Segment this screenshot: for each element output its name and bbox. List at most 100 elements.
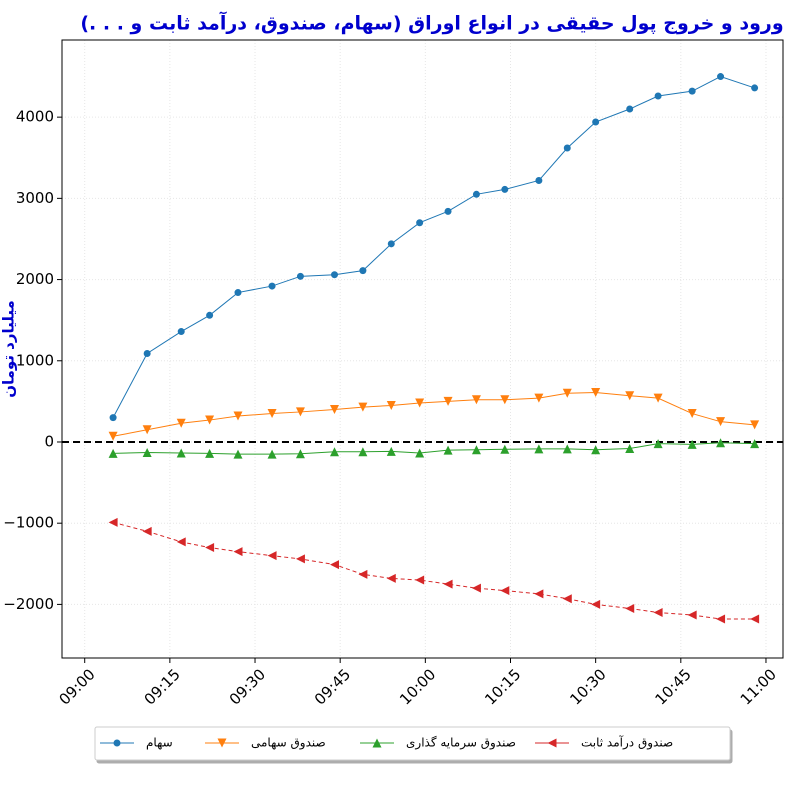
data-point	[142, 448, 152, 458]
data-point	[591, 599, 601, 609]
data-point	[534, 393, 544, 403]
data-point	[205, 543, 215, 553]
data-point	[295, 449, 305, 459]
data-point	[359, 267, 367, 275]
data-point	[415, 398, 425, 408]
data-point	[750, 420, 760, 430]
x-tick-label: 10:00	[396, 665, 439, 708]
data-point	[501, 185, 509, 193]
data-point	[500, 586, 510, 596]
data-point	[331, 271, 339, 279]
data-point	[386, 400, 396, 410]
data-point	[295, 407, 305, 417]
data-point	[358, 402, 368, 412]
data-point	[562, 388, 572, 398]
x-tick-label: 09:15	[141, 665, 184, 708]
data-point	[751, 84, 759, 92]
plot-frame	[61, 39, 784, 659]
data-point	[500, 444, 510, 454]
legend-label: صندوق سرمایه گذاری	[406, 736, 516, 751]
x-tick-label: 09:45	[311, 665, 354, 708]
series-line	[113, 391, 755, 437]
data-point	[444, 207, 452, 215]
data-point	[267, 449, 277, 459]
data-point	[472, 190, 480, 198]
data-point	[687, 439, 697, 449]
x-tick-label: 11:00	[737, 665, 780, 708]
data-point	[653, 608, 663, 618]
data-point	[535, 176, 543, 184]
data-point	[176, 418, 186, 428]
data-point	[109, 414, 117, 422]
data-point	[177, 328, 185, 336]
y-tick-label: 0	[44, 432, 54, 450]
data-point	[562, 444, 572, 454]
y-tick-label: 4000	[16, 108, 54, 126]
data-point	[234, 289, 242, 297]
data-point	[267, 551, 277, 561]
y-tick-label: −2000	[3, 595, 54, 613]
data-point	[233, 547, 243, 557]
data-point	[471, 395, 481, 405]
data-point	[653, 439, 663, 449]
data-point	[687, 610, 697, 620]
data-point	[142, 526, 152, 536]
y-tick-label: 3000	[16, 189, 54, 207]
series-line	[112, 521, 755, 620]
data-point	[443, 396, 453, 406]
data-point	[626, 105, 634, 113]
y-tick-label: 2000	[16, 270, 54, 288]
x-tick-label: 10:15	[481, 665, 524, 708]
data-point	[387, 240, 395, 248]
data-point	[563, 144, 571, 152]
data-point	[592, 118, 600, 126]
data-point	[176, 448, 186, 458]
data-point	[443, 445, 453, 455]
legend-marker	[113, 739, 121, 747]
data-point	[108, 448, 118, 458]
data-point	[330, 405, 340, 415]
data-point	[206, 311, 214, 319]
data-point	[687, 409, 697, 419]
x-tick-label: 09:00	[55, 665, 98, 708]
data-point	[716, 417, 726, 427]
data-point	[471, 583, 481, 593]
x-tick-label: 10:30	[566, 665, 609, 708]
data-point	[500, 395, 510, 405]
data-point	[416, 219, 424, 227]
data-point	[386, 573, 396, 583]
y-tick-label: −1000	[3, 514, 54, 532]
data-point	[143, 349, 151, 357]
data-point	[415, 448, 425, 458]
data-point	[625, 603, 635, 613]
data-point	[534, 589, 544, 599]
data-point	[716, 438, 726, 448]
data-point	[750, 614, 760, 624]
legend	[94, 726, 731, 761]
data-point	[717, 73, 725, 81]
data-point	[176, 537, 186, 547]
data-point	[295, 554, 305, 564]
legend-label: صندوق درآمد ثابت	[581, 735, 673, 751]
series-line	[112, 76, 755, 418]
data-point	[268, 282, 276, 290]
data-point	[653, 393, 663, 403]
x-tick-label: 09:30	[226, 665, 269, 708]
data-point	[233, 411, 243, 421]
data-point	[386, 446, 396, 456]
data-point	[296, 272, 304, 280]
data-point	[443, 579, 453, 589]
data-point	[108, 517, 118, 527]
data-point	[534, 444, 544, 454]
data-point	[358, 447, 368, 457]
x-tick-label: 10:45	[652, 665, 695, 708]
legend-marker	[217, 738, 227, 748]
y-tick-label: 1000	[16, 351, 54, 369]
series-line	[113, 442, 755, 455]
data-point	[562, 594, 572, 604]
legend-label: صندوق سهامی	[251, 736, 326, 751]
y-axis-label: میلیارد تومان	[0, 300, 18, 398]
legend-marker	[372, 738, 382, 748]
data-point	[142, 425, 152, 435]
